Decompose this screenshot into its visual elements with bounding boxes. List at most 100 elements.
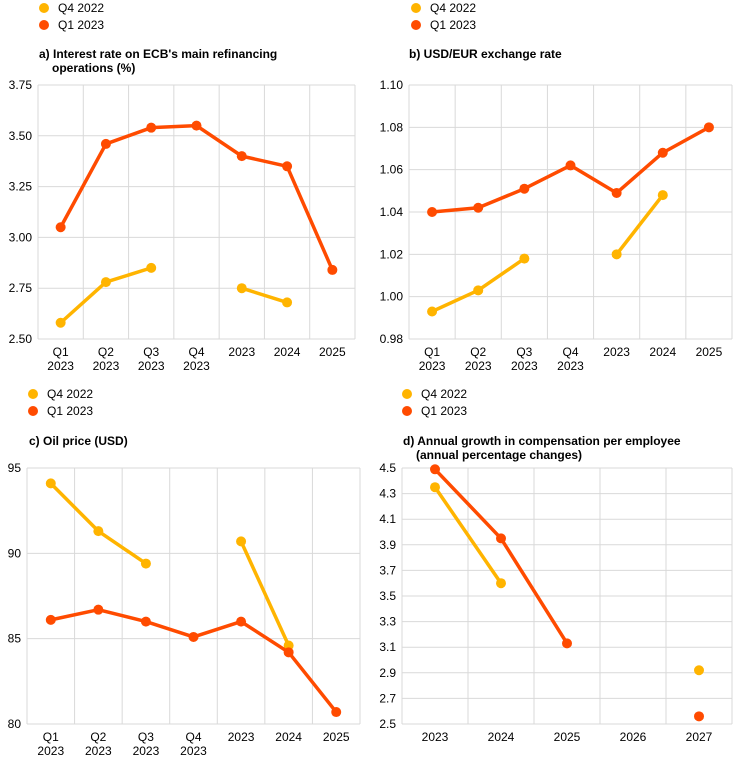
x-tick-label: Q1 2023 — [37, 730, 64, 758]
data-point-q1-2023 — [282, 161, 293, 172]
x-tick-label: 2027 — [686, 730, 713, 744]
x-tick-label: Q4 2023 — [557, 345, 584, 373]
data-point-q1-2023 — [93, 604, 104, 615]
legend-marker-icon — [411, 20, 421, 30]
y-tick-label: 3.75 — [9, 78, 33, 92]
series-line-q1-2023 — [59, 123, 334, 271]
x-tick-label: 2026 — [620, 730, 647, 744]
x-tick-label: Q1 2023 — [47, 345, 74, 373]
data-point-q4-2022 — [236, 536, 247, 547]
y-tick-label: 1.02 — [380, 247, 404, 261]
data-point-q4-2022 — [55, 317, 66, 328]
x-tick-label: 2023 — [228, 345, 255, 359]
x-tick-label: 2024 — [649, 345, 676, 359]
y-tick-label: 1.10 — [380, 78, 404, 92]
y-tick-label: 95 — [8, 461, 22, 475]
series-line-q4-2022 — [59, 266, 152, 325]
legend-marker-icon — [28, 389, 38, 399]
x-tick-label: 2024 — [275, 730, 302, 744]
chart-title-line-2: (annual percentage changes) — [416, 448, 583, 462]
x-tick-label: Q3 2023 — [511, 345, 538, 373]
chart-title-line-1: d) Annual growth in compensation per emp… — [403, 434, 681, 448]
plot-area: 2.50 2.75 3.00 3.25 3.50 3.75 Q1 2023 Q2 2023 Q3 20… — [9, 78, 356, 373]
data-point-q1-2023 — [565, 160, 576, 171]
x-tick-label: 2023 — [422, 730, 449, 744]
x-tick-label: 2025 — [319, 345, 346, 359]
legend-item-q4-2022: Q4 2022 — [402, 386, 467, 403]
chart-title-line-1: a) Interest rate on ECB's main refinanci… — [39, 47, 278, 61]
data-point-q1-2023 — [562, 638, 572, 649]
chart-title: d) Annual growth in compensation per emp… — [403, 434, 681, 462]
data-point-q4-2022 — [140, 558, 151, 569]
y-tick-label: 3.50 — [9, 129, 33, 143]
data-point-q4-2022 — [473, 285, 484, 296]
data-point-q4-2022 — [236, 283, 247, 294]
data-point-q1-2023 — [327, 264, 338, 275]
data-point-q4-2022 — [519, 253, 530, 264]
data-point-q1-2023 — [236, 616, 247, 627]
data-point-q1-2023 — [331, 707, 342, 718]
y-tick-label: 0.98 — [380, 332, 404, 346]
x-tick-label: 2024 — [274, 345, 301, 359]
series-line-q4-2022 — [433, 486, 503, 585]
legend-label: Q4 2022 — [430, 1, 477, 15]
y-tick-label: 2.9 — [379, 666, 396, 680]
data-point-q1-2023 — [657, 147, 668, 158]
data-point-q4-2022 — [427, 306, 438, 317]
y-tick-label: 2.75 — [9, 281, 33, 295]
legend: Q4 2022 Q1 2023 — [39, 0, 104, 34]
x-tick-label: Q4 2023 — [180, 730, 207, 758]
x-tick-label: 2025 — [696, 345, 723, 359]
legend-item-q1-2023: Q1 2023 — [402, 403, 467, 420]
y-tick-label: 3.00 — [9, 230, 33, 244]
y-tick-label: 2.5 — [379, 717, 396, 731]
y-tick-label: 3.25 — [9, 180, 33, 194]
legend-marker-icon — [411, 3, 421, 13]
legend: Q4 2022 Q1 2023 — [402, 386, 467, 420]
data-point-q1-2023 — [55, 222, 66, 233]
x-tick-label: 2025 — [554, 730, 581, 744]
data-point-q1-2023 — [427, 207, 438, 217]
data-point-q4-2022 — [430, 482, 440, 493]
series-line-q4-2022 — [239, 540, 291, 647]
data-point-q4-2022 — [100, 277, 111, 288]
legend-marker-icon — [402, 406, 412, 416]
data-point-q4-2022 — [93, 526, 104, 537]
data-point-q1-2023 — [45, 614, 56, 625]
data-point-q4-2022 — [282, 297, 293, 308]
x-tick-label: Q3 2023 — [133, 730, 160, 758]
y-tick-label: 3.9 — [379, 538, 396, 552]
x-tick-label: 2025 — [323, 730, 350, 744]
data-point-q1-2023 — [611, 187, 622, 198]
legend-item-q1-2023: Q1 2023 — [39, 17, 104, 34]
x-tick-label: 2023 — [228, 730, 255, 744]
y-tick-label: 1.08 — [380, 120, 404, 134]
plot-area: 80 85 90 95 Q1 2023 Q2 2023 Q3 2023 Q4 2023 2023 2024… — [8, 461, 361, 758]
y-tick-label: 4.1 — [379, 512, 396, 526]
y-tick-label: 80 — [8, 717, 22, 731]
data-point-q1-2023 — [191, 120, 202, 131]
chart-title: b) USD/EUR exchange rate — [409, 47, 562, 61]
series-line-q1-2023 — [433, 468, 569, 645]
data-point-q1-2023 — [236, 151, 247, 162]
data-point-q1-2023 — [496, 533, 506, 544]
chart-title: a) Interest rate on ECB's main refinanci… — [39, 47, 277, 75]
series-line-q1-2023 — [50, 607, 338, 714]
data-point-q1-2023 — [703, 122, 714, 133]
data-point-q1-2023 — [430, 464, 440, 475]
legend-item-q1-2023: Q1 2023 — [411, 17, 476, 34]
y-tick-label: 2.7 — [379, 691, 396, 705]
legend-item-q4-2022: Q4 2022 — [39, 0, 104, 17]
legend-label: Q1 2023 — [58, 18, 105, 32]
legend-marker-icon — [402, 389, 412, 399]
data-point-q1-2023 — [519, 183, 530, 194]
series-line-q4-2022 — [49, 482, 147, 566]
legend-marker-icon — [28, 406, 38, 416]
x-tick-label: Q4 2023 — [183, 345, 210, 373]
legend-item-q4-2022: Q4 2022 — [28, 386, 93, 403]
data-point-q4-2022 — [657, 190, 668, 201]
y-tick-label: 1.00 — [380, 290, 404, 304]
x-tick-label: Q3 2023 — [138, 345, 165, 373]
plot-area: 2.5 2.7 2.9 3.1 3.3 3.5 3.7 3.9 4.1 4.3 4.5 2023 202… — [379, 461, 733, 744]
chart-panel-c: Q4 2022 Q1 2023 c) Oil price (USD) 80 85 9… — [0, 383, 372, 767]
